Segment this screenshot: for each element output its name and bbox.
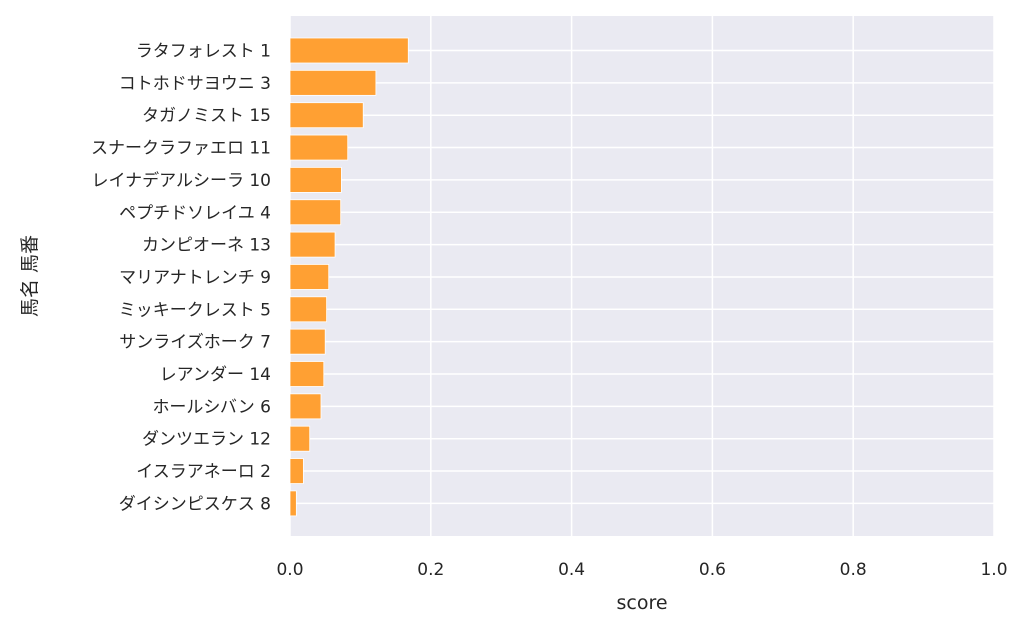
bar [289, 458, 304, 484]
y-tick-label: ダイシンピスケス 8 [119, 494, 271, 514]
y-tick-label: スナークラファエロ 11 [91, 139, 271, 159]
y-tick-label: レアンダー 14 [160, 365, 271, 385]
y-tick-label: カンピオーネ 13 [142, 236, 271, 256]
grid-lines [289, 16, 995, 536]
bar [289, 199, 342, 226]
y-tick-label: コトホドサヨウニ 3 [119, 74, 271, 94]
bar [289, 69, 377, 96]
x-axis-label: score [616, 592, 667, 614]
bar [289, 296, 328, 323]
y-tick-label: ラタフォレスト 1 [136, 42, 271, 62]
y-tick-label: ホールシバン 6 [152, 397, 271, 417]
x-tick-label: 0.8 [840, 560, 867, 580]
y-tick-label: ペプチドソレイユ 4 [119, 203, 271, 223]
y-tick-label: レイナデアルシーラ 10 [91, 170, 271, 191]
y-tick-label: ミッキークレスト 5 [119, 300, 271, 320]
bar [289, 37, 409, 64]
y-axis-label: 馬名 馬番 [19, 235, 41, 317]
y-tick-label: マリアナトレンチ 9 [119, 268, 271, 288]
y-axis-ticks: ラタフォレスト 1 コトホドサヨウニ 3 タガノミスト 15 スナークラファエロ 11… [91, 42, 271, 515]
y-tick-label: ダンツエラン 12 [142, 430, 271, 450]
bar [289, 490, 297, 517]
bar [289, 134, 349, 161]
x-tick-label: 0.4 [558, 560, 585, 580]
y-tick-label: イスラアネーロ 2 [136, 462, 271, 482]
x-tick-label: 0.2 [417, 560, 444, 580]
bar [289, 361, 325, 387]
y-tick-label: タガノミスト 15 [142, 106, 271, 126]
bar [289, 264, 330, 290]
bar [289, 231, 336, 258]
y-tick-label: サンライズホーク 7 [119, 333, 271, 353]
plot-background [290, 16, 994, 536]
bars [289, 37, 409, 517]
x-tick-label: 0.0 [276, 560, 303, 580]
bar [289, 166, 342, 193]
bar [289, 393, 322, 420]
bar [289, 328, 326, 355]
x-tick-label: 1.0 [980, 560, 1007, 580]
x-axis-ticks: 0.0 0.2 0.4 0.6 0.8 1.0 [276, 560, 1007, 580]
bar [289, 425, 311, 452]
x-tick-label: 0.6 [699, 560, 726, 580]
bar [289, 102, 364, 129]
